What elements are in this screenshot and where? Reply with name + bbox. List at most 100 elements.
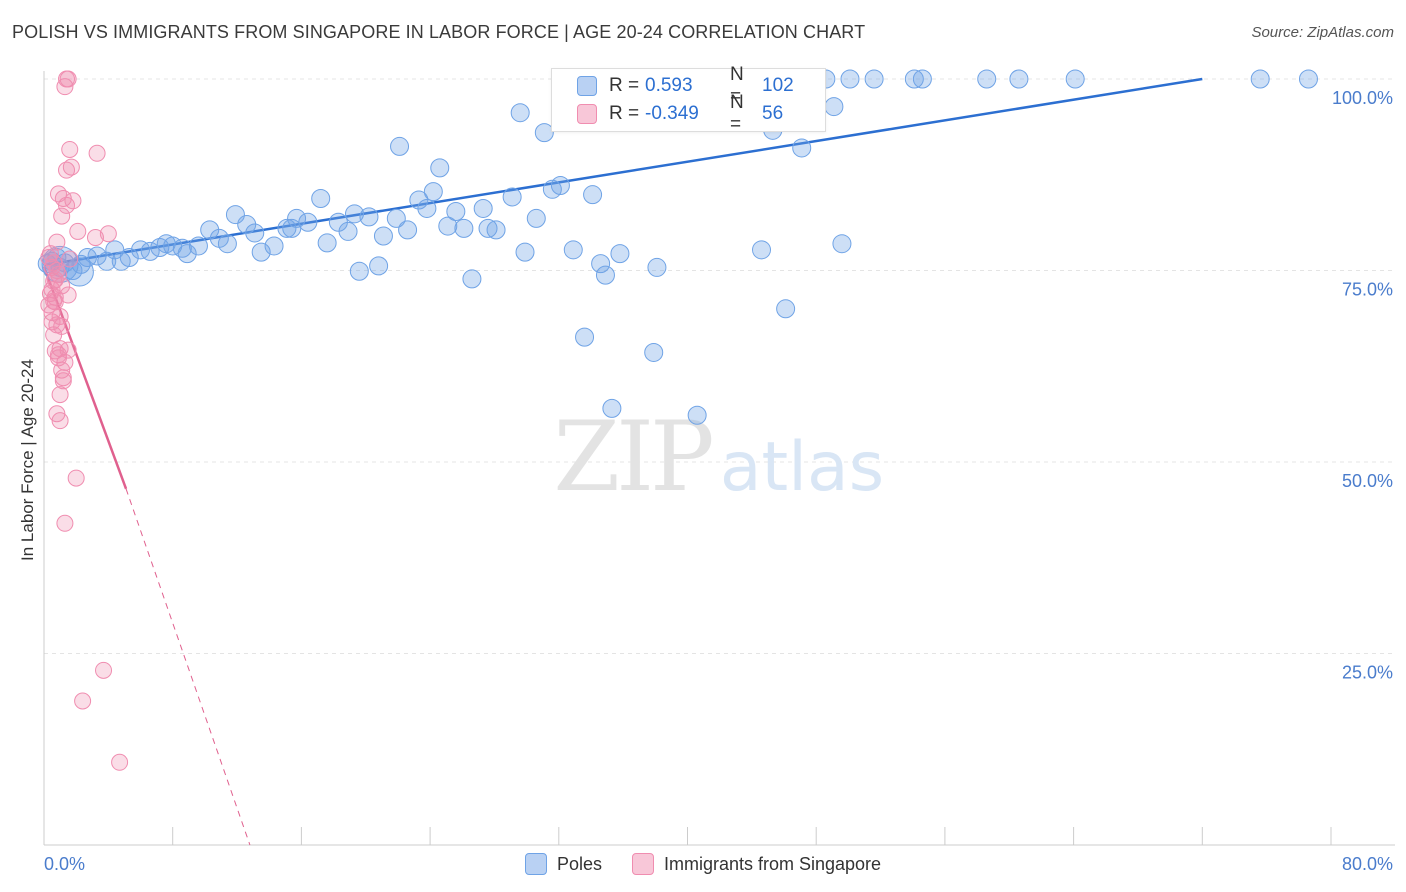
tick-labels: 100.0% 75.0% 50.0% 25.0% 0.0% 80.0%	[44, 88, 1393, 874]
point-poles	[610, 244, 630, 264]
point-poles	[824, 97, 844, 117]
point-poles	[317, 233, 337, 253]
point-singapore	[111, 753, 129, 771]
legend-singapore-swatch	[631, 853, 654, 875]
point-singapore	[61, 140, 79, 158]
poles-swatch	[577, 76, 597, 96]
point-poles	[904, 69, 924, 89]
point-poles	[446, 202, 466, 222]
x-tick-label: 80.0%	[1342, 854, 1393, 874]
point-singapore	[46, 271, 64, 289]
point-poles	[344, 204, 364, 224]
singapore-n-value: 56	[762, 103, 784, 124]
poles-r-value: 0.593	[645, 75, 693, 96]
point-singapore	[58, 196, 76, 214]
point-poles	[977, 69, 997, 89]
point-poles	[1009, 69, 1029, 89]
point-poles	[1065, 69, 1085, 89]
r-label: R =	[609, 75, 640, 96]
legend-poles-label: Poles	[556, 853, 602, 874]
r-label: R =	[609, 103, 640, 124]
point-poles	[287, 208, 307, 228]
point-poles	[200, 220, 220, 240]
point-poles	[369, 256, 389, 276]
point-singapore	[62, 158, 80, 176]
y-tick-label: 100.0%	[1332, 88, 1393, 108]
poles-n-value: 102	[762, 75, 794, 96]
legend-singapore-label: Immigrants from Singapore	[663, 853, 882, 874]
point-singapore	[58, 161, 76, 179]
point-poles	[298, 212, 318, 232]
point-singapore	[49, 346, 67, 364]
point-poles	[430, 158, 450, 178]
point-poles	[595, 265, 615, 285]
point-poles	[602, 398, 622, 418]
point-singapore	[69, 222, 87, 240]
point-poles	[462, 269, 482, 289]
point-poles	[140, 241, 160, 261]
point-singapore	[53, 207, 71, 225]
point-poles	[438, 216, 458, 236]
point-poles	[237, 215, 257, 235]
point-poles	[792, 138, 812, 158]
point-singapore	[86, 229, 104, 247]
point-poles	[864, 69, 884, 89]
point-singapore	[41, 245, 59, 263]
point-poles	[423, 182, 443, 202]
stats-legend-box: R = 0.593 N = 102 R = -0.349 N = 56	[551, 64, 826, 135]
point-poles	[840, 69, 860, 89]
point-poles	[550, 175, 570, 195]
point-poles	[575, 327, 595, 347]
point-singapore	[59, 286, 77, 304]
point-poles	[409, 190, 429, 210]
axes	[43, 71, 1395, 846]
point-poles	[217, 234, 237, 254]
point-singapore	[99, 225, 117, 243]
point-poles	[912, 69, 932, 89]
point-poles	[188, 236, 208, 256]
point-poles	[77, 247, 97, 267]
legend-item-singapore[interactable]: Immigrants from Singapore	[631, 853, 882, 875]
point-poles	[338, 221, 358, 241]
point-singapore	[88, 144, 106, 162]
point-poles	[245, 223, 265, 243]
trend-line-poles	[43, 77, 1203, 267]
point-poles	[398, 220, 418, 240]
point-poles	[119, 247, 139, 267]
point-singapore	[49, 185, 67, 203]
point-poles	[177, 244, 197, 264]
point-poles	[563, 240, 583, 260]
gridlines	[44, 78, 1395, 654]
point-poles	[311, 188, 331, 208]
point-poles	[1298, 69, 1318, 89]
watermark: ZIP atlas	[553, 401, 884, 513]
point-poles	[832, 234, 852, 254]
point-singapore	[74, 692, 92, 710]
y-tick-label: 75.0%	[1342, 280, 1393, 300]
point-poles	[502, 187, 522, 207]
point-singapore	[61, 250, 79, 268]
singapore-r-value: -0.349	[645, 103, 699, 124]
point-singapore	[51, 412, 69, 430]
point-poles	[386, 208, 406, 228]
legend-poles-swatch	[524, 853, 547, 875]
legend-item-poles[interactable]: Poles	[524, 853, 602, 875]
point-singapore	[56, 514, 74, 532]
point-poles	[644, 342, 664, 362]
point-poles	[515, 242, 535, 262]
x-tick-label: 0.0%	[44, 854, 85, 874]
point-poles	[752, 240, 772, 260]
point-singapore	[67, 469, 85, 487]
point-singapore	[45, 292, 63, 310]
point-singapore	[49, 265, 67, 283]
trend-line-singapore-extrapolated	[125, 488, 251, 846]
trend-line-singapore	[42, 266, 128, 490]
y-tick-label: 50.0%	[1342, 471, 1393, 491]
bottom-legend: Poles Immigrants from Singapore	[0, 853, 1406, 875]
point-poles	[526, 208, 546, 228]
point-poles	[349, 261, 369, 281]
y-tick-label: 25.0%	[1342, 663, 1393, 683]
point-singapore	[51, 386, 69, 404]
point-poles	[478, 218, 498, 238]
